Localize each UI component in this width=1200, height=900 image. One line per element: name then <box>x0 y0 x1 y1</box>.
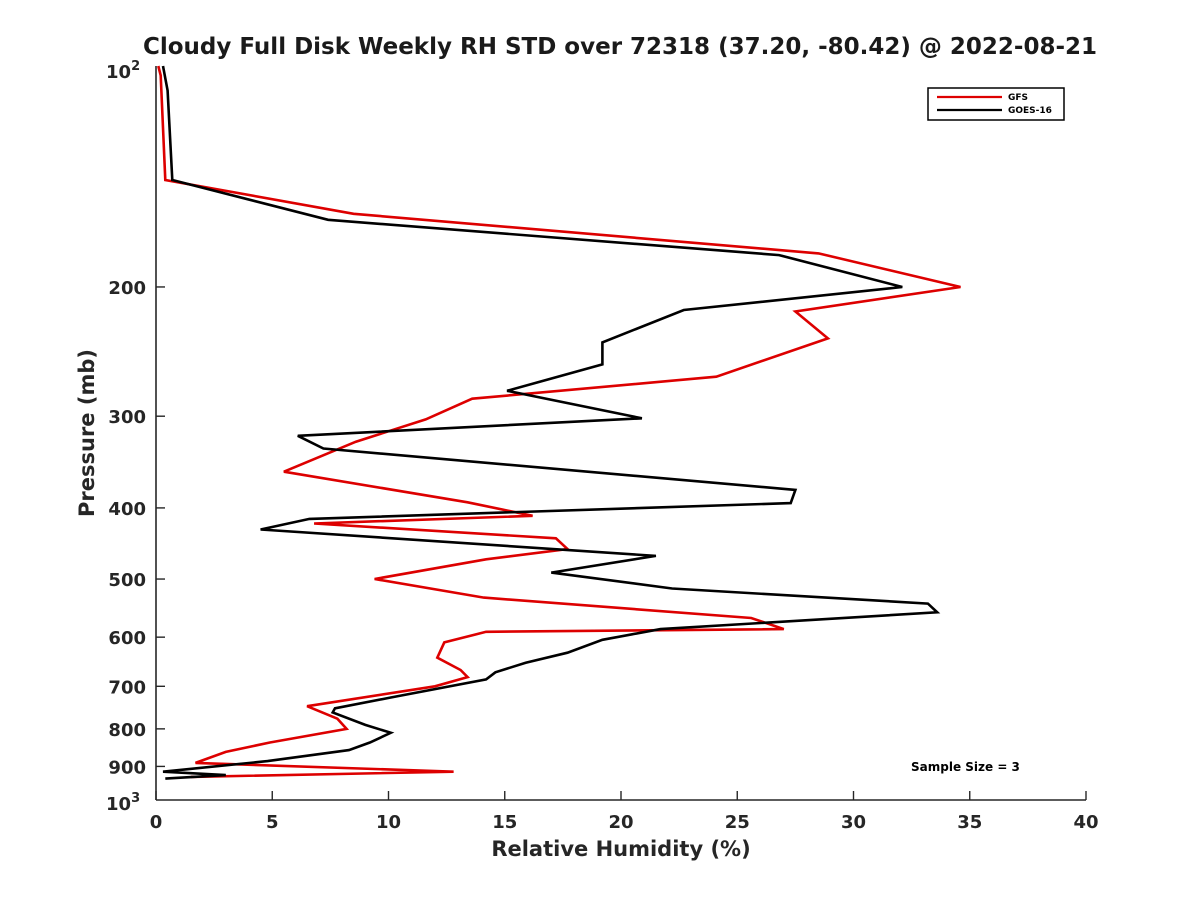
legend-label-gfs: GFS <box>1008 93 1028 103</box>
x-tick-label: 25 <box>725 812 750 833</box>
legend-label-goes16: GOES-16 <box>1008 106 1052 116</box>
y-axis-label: Pressure (mb) <box>75 349 99 517</box>
y-tick-label: 300 <box>108 407 146 428</box>
y-tick-label: 800 <box>108 720 146 741</box>
y-tick-label: 400 <box>108 499 146 520</box>
y-tick-label: 500 <box>108 570 146 591</box>
y-tick-label: 700 <box>108 677 146 698</box>
sample-size-annotation: Sample Size = 3 <box>911 760 1020 774</box>
series-line-gfs <box>157 65 961 779</box>
y-tick-label: 200 <box>108 278 146 299</box>
legend-box <box>927 87 1065 121</box>
y-tick-label: 600 <box>108 628 146 649</box>
x-tick-label: 20 <box>608 812 633 833</box>
series-line-goes16 <box>161 65 941 780</box>
x-tick-label: 0 <box>150 812 163 833</box>
x-tick-label: 35 <box>957 812 982 833</box>
x-tick-label: 30 <box>841 812 866 833</box>
legend: GFS GOES-16 <box>927 87 1065 121</box>
x-tick-label: 40 <box>1073 812 1098 833</box>
x-tick-label: 15 <box>492 812 517 833</box>
y-ticks: 200 300 400 500 600 700 800 900 <box>108 278 165 778</box>
x-ticks: 0 5 10 15 20 25 30 35 40 <box>150 791 1099 833</box>
y-tick-label-bottom: 103 <box>106 791 140 815</box>
y-tick-label: 900 <box>108 757 146 778</box>
series-layer <box>157 65 961 780</box>
x-tick-label: 5 <box>266 812 279 833</box>
chart-title: Cloudy Full Disk Weekly RH STD over 7231… <box>143 34 1097 60</box>
plot-area: 0 5 10 15 20 25 30 35 40 200 300 400 500 600 700 800 90… <box>106 59 1099 833</box>
x-tick-label: 10 <box>376 812 401 833</box>
y-tick-label-top: 102 <box>106 59 140 83</box>
x-axis-label: Relative Humidity (%) <box>491 837 750 861</box>
